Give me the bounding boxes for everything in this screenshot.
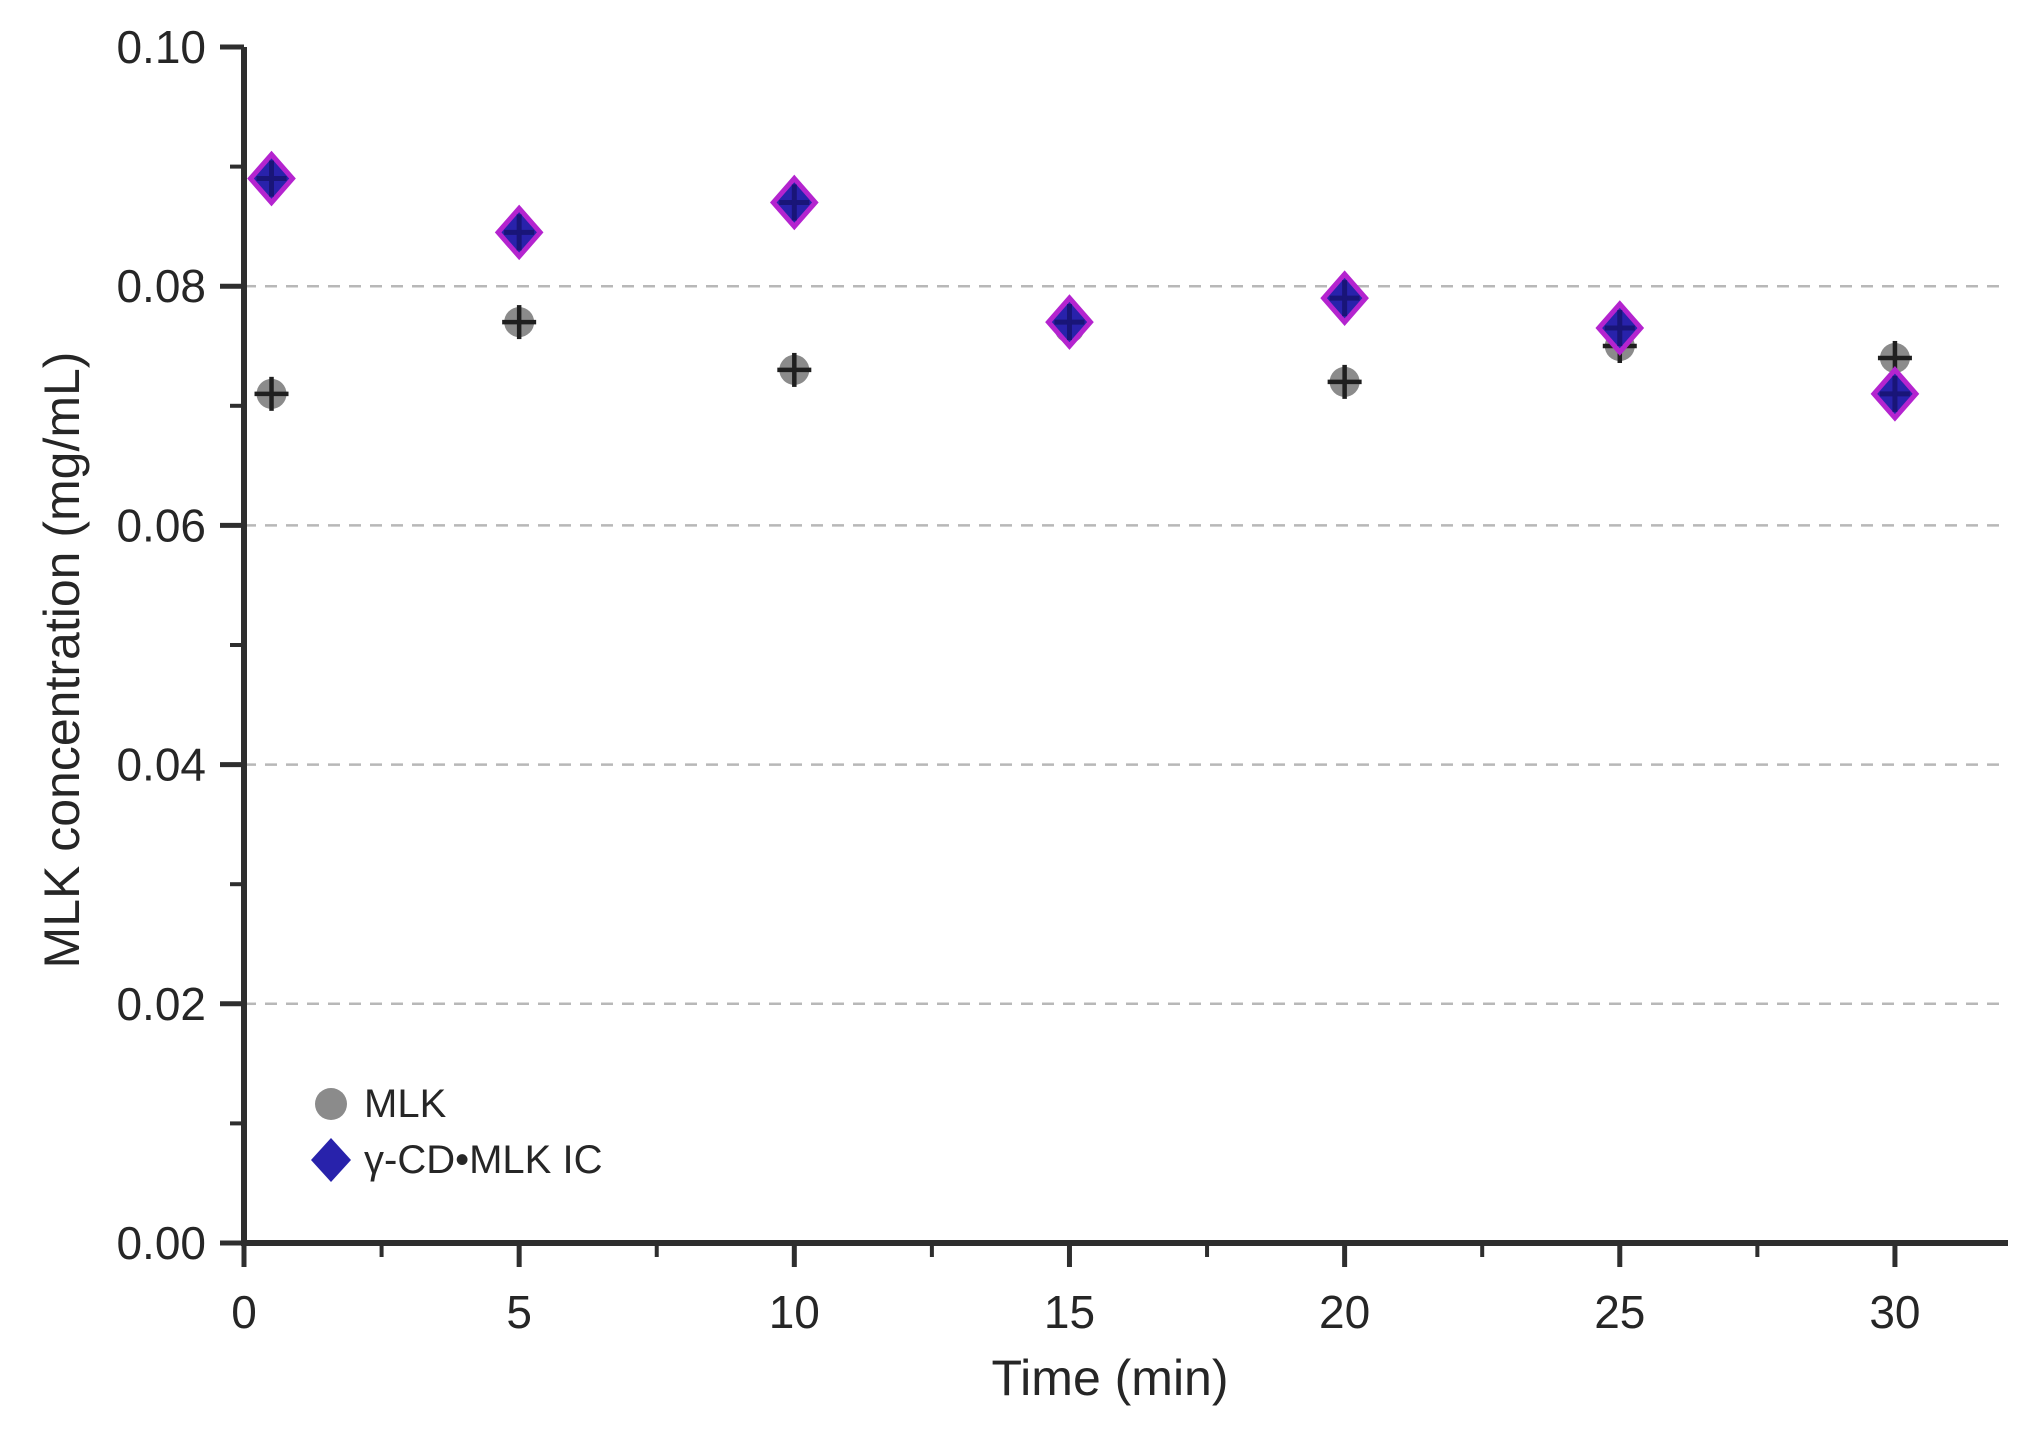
- y-tick-label: 0.00: [116, 1217, 206, 1269]
- x-axis-title: Time (min): [991, 1350, 1229, 1406]
- x-tick-label: 25: [1594, 1286, 1645, 1338]
- x-tick-label: 10: [769, 1286, 820, 1338]
- x-tick-label: 20: [1319, 1286, 1370, 1338]
- legend-item-label: MLK: [364, 1081, 447, 1126]
- y-tick-label: 0.06: [116, 499, 206, 551]
- y-tick-label: 0.08: [116, 260, 206, 312]
- legend-item-ic: γ-CD•MLK IC: [300, 1132, 602, 1188]
- x-tick-label: 15: [1044, 1286, 1095, 1338]
- legend-marker-box: [300, 1136, 362, 1184]
- y-tick-label: 0.04: [116, 739, 206, 791]
- y-axis-title: MLK concentration (mg/mL): [34, 351, 90, 969]
- y-tick-label: 0.10: [116, 21, 206, 73]
- x-tick-label: 5: [506, 1286, 532, 1338]
- legend-item-label: γ-CD•MLK IC: [364, 1137, 603, 1182]
- legend: MLK γ-CD•MLK IC: [300, 1076, 602, 1188]
- x-tick-label: 30: [1869, 1286, 1920, 1338]
- x-tick-label: 0: [231, 1286, 257, 1338]
- circle-marker-icon: [315, 1088, 347, 1120]
- y-tick-label: 0.02: [116, 978, 206, 1030]
- diamond-marker-icon: [311, 1138, 351, 1182]
- legend-item-mlk: MLK: [300, 1076, 602, 1132]
- legend-marker-box: [300, 1088, 362, 1120]
